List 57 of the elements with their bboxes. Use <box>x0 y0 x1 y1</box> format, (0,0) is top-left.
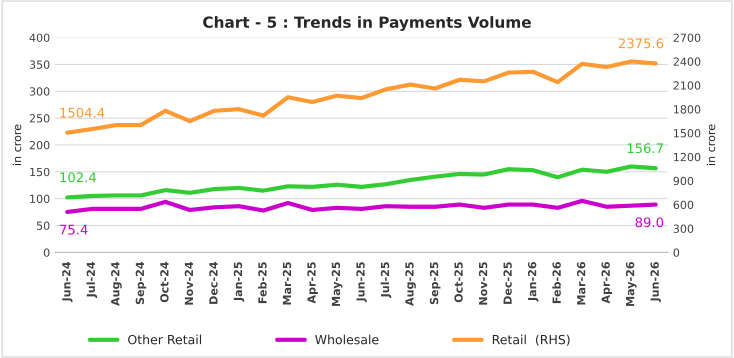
x-tick-label: Sep-25 <box>430 262 440 304</box>
x-tick-label: Feb-25 <box>258 262 267 304</box>
chart-title: Chart - 5 : Trends in Payments Volume <box>203 16 531 32</box>
x-tick-label: Mar-26 <box>576 262 586 305</box>
x-tick-label: Oct-24 <box>160 262 169 302</box>
x-tick-label: Mar-25 <box>282 262 292 305</box>
x-tick-label: Apr-25 <box>307 262 318 304</box>
data-label: 102.4 <box>60 172 96 182</box>
y2-tick-label: 1800 <box>674 105 700 114</box>
x-tick-label: May-26 <box>626 262 637 306</box>
y2-tick-label: 2400 <box>674 57 700 66</box>
x-tick-label: Jun-26 <box>650 262 661 302</box>
x-tick-label: Jan-25 <box>234 262 244 302</box>
x-tick-label: Jan-26 <box>528 262 538 302</box>
x-tick-label: Jul-25 <box>380 262 392 298</box>
y2-tick-label: 300 <box>674 224 694 233</box>
x-tick-label: Dec-25 <box>503 262 512 304</box>
y-tick-label: 400 <box>30 34 50 42</box>
x-tick-label: Feb-26 <box>552 262 561 304</box>
x-tick-label: Sep-24 <box>136 262 146 304</box>
y2-axis-title: in crore <box>706 124 716 165</box>
y-tick-label: 200 <box>30 140 50 150</box>
y2-tick-label: 1200 <box>674 152 700 162</box>
data-label: 2375.6 <box>618 38 664 48</box>
y-tick-label: 50 <box>36 222 50 230</box>
legend-label: Other Retail <box>128 334 202 344</box>
y-tick-label: 100 <box>30 194 50 204</box>
data-label: 1504.4 <box>60 108 104 118</box>
x-tick-label: Nov-24 <box>184 262 194 305</box>
y-tick-label: 0 <box>44 248 50 257</box>
y-tick-label: 250 <box>30 114 50 123</box>
legend-label: Retail (RHS) <box>492 334 570 346</box>
y-tick-label: 300 <box>30 87 50 96</box>
x-tick-label: Dec-24 <box>209 262 218 304</box>
x-tick-label: Nov-25 <box>478 262 488 305</box>
y2-tick-label: 0 <box>674 248 680 257</box>
x-tick-label: Jun-25 <box>356 262 367 302</box>
x-tick-label: Apr-26 <box>601 262 612 304</box>
legend-label: Wholesale <box>315 334 378 344</box>
x-tick-label: May-25 <box>332 262 342 306</box>
y2-tick-label: 1500 <box>674 129 700 138</box>
x-tick-label: Jun-24 <box>62 262 73 302</box>
x-tick-label: Oct-25 <box>454 262 463 302</box>
y2-tick-label: 2700 <box>674 34 700 42</box>
line-series <box>65 198 658 214</box>
data-label: 89.0 <box>636 217 664 228</box>
y2-tick-label: 900 <box>674 176 694 186</box>
data-label: 156.7 <box>628 143 663 154</box>
data-label: 75.4 <box>60 224 88 235</box>
y2-tick-label: 2100 <box>674 81 700 90</box>
x-tick-label: Aug-24 <box>111 262 122 306</box>
x-tick-label: Jul-24 <box>86 262 98 298</box>
y2-tick-label: 600 <box>674 200 694 210</box>
x-tick-label: Aug-25 <box>405 262 416 306</box>
y-tick-label: 350 <box>30 60 50 69</box>
y-axis-title: in crore <box>12 124 22 165</box>
y-tick-label: 150 <box>30 168 50 176</box>
